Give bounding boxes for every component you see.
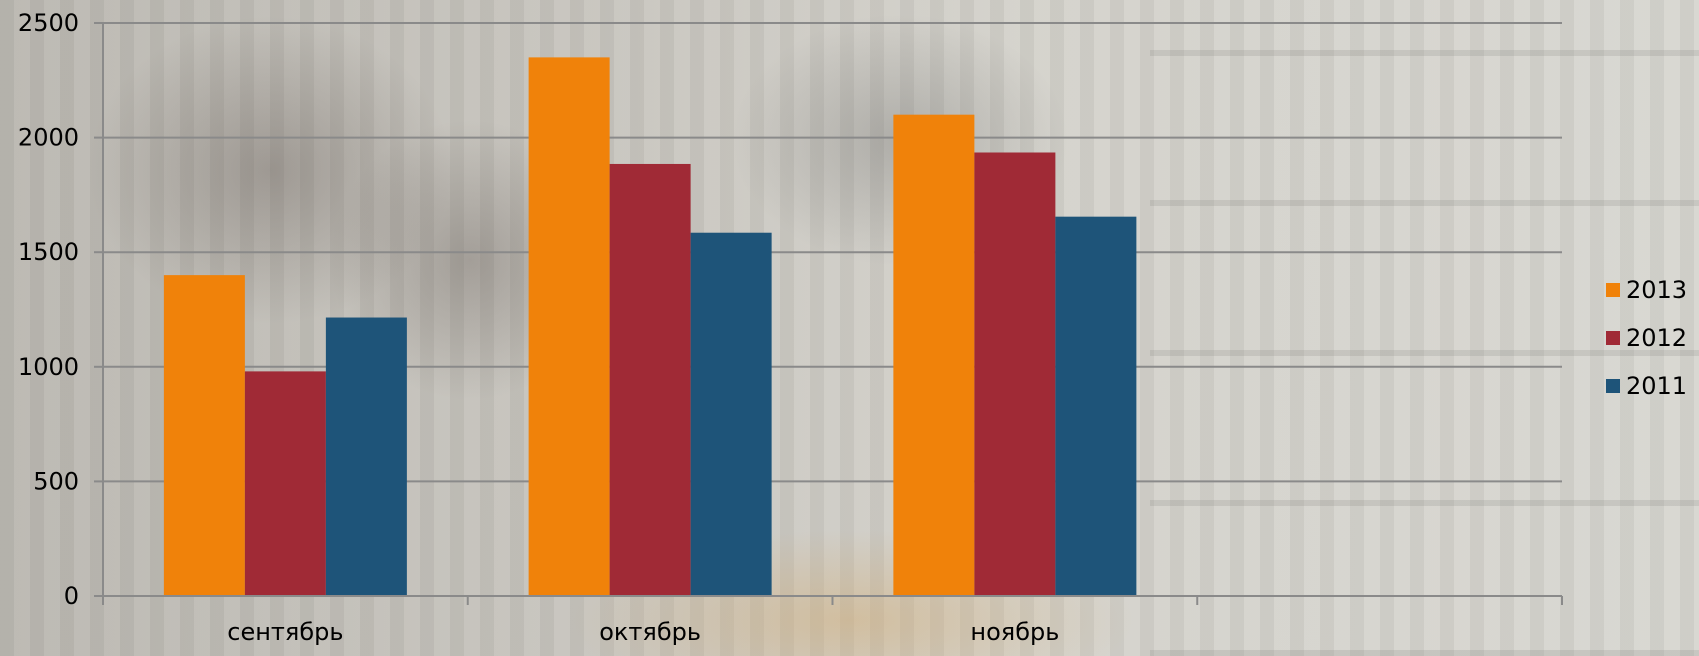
x-tick-label: сентябрь bbox=[227, 618, 343, 646]
bar-2011-сентябрь bbox=[325, 317, 407, 596]
bar-2011-октябрь bbox=[690, 232, 772, 596]
bars bbox=[163, 57, 1137, 597]
legend-label-2011: 2011 bbox=[1626, 372, 1687, 400]
axes bbox=[94, 22, 1563, 605]
legend: 2013 2012 2011 bbox=[1606, 276, 1687, 400]
bar-2011-ноябрь bbox=[1055, 216, 1137, 596]
legend-label-2013: 2013 bbox=[1626, 276, 1687, 304]
y-tick-label: 500 bbox=[33, 467, 79, 495]
bar-2012-октябрь bbox=[609, 163, 691, 596]
y-tick-label: 1500 bbox=[18, 238, 79, 266]
bar-2013-сентябрь bbox=[163, 275, 245, 596]
bar-2013-октябрь bbox=[528, 57, 610, 596]
legend-swatch-2012 bbox=[1606, 331, 1620, 345]
y-tick-label: 2000 bbox=[18, 124, 79, 152]
x-tick-label: октябрь bbox=[599, 618, 701, 646]
y-tick-label: 0 bbox=[64, 582, 79, 610]
legend-swatch-2013 bbox=[1606, 283, 1620, 297]
bar-2012-ноябрь bbox=[974, 152, 1056, 597]
x-tick-labels: сентябрь октябрь ноябрь bbox=[227, 618, 1059, 646]
y-tick-label: 1000 bbox=[18, 353, 79, 381]
y-tick-labels: 0 500 1000 1500 2000 2500 bbox=[18, 9, 79, 610]
legend-swatch-2011 bbox=[1606, 379, 1620, 393]
legend-label-2012: 2012 bbox=[1626, 324, 1687, 352]
bar-2013-ноябрь bbox=[893, 114, 975, 597]
x-tick-label: ноябрь bbox=[970, 618, 1059, 646]
bar-2012-сентябрь bbox=[244, 371, 326, 596]
y-tick-label: 2500 bbox=[18, 9, 79, 37]
